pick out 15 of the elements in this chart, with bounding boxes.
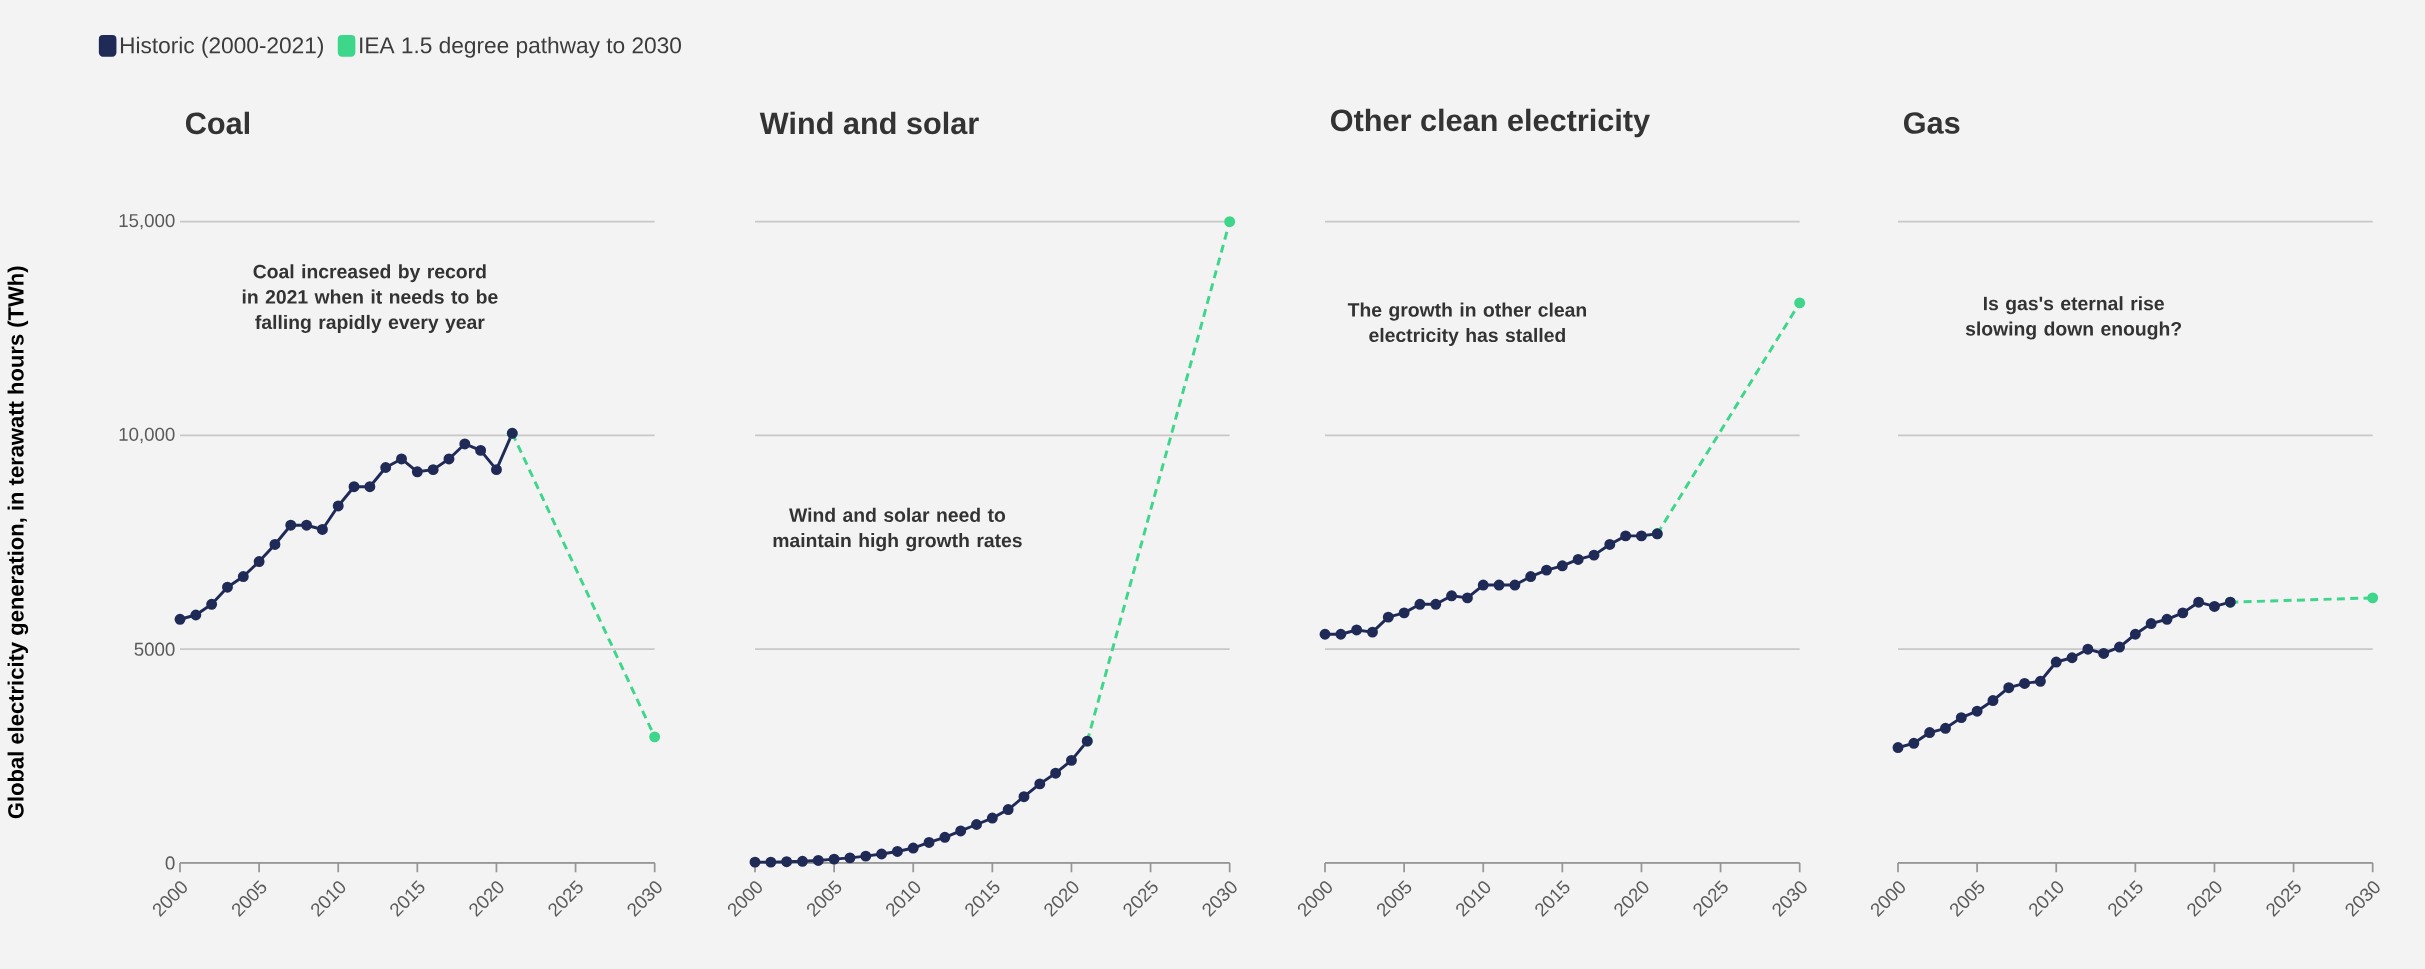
y-tick-label: 15,000: [119, 213, 175, 230]
y-tick-label: 5000: [134, 642, 175, 656]
chart-title: Gas: [1903, 112, 1960, 134]
legend-label: Historic (2000-2021): [120, 36, 323, 58]
annotation: The growth in other clean electricity has stalled: [1347, 302, 1586, 346]
annotation: Wind and solar need to maintain high growth rates: [773, 507, 1022, 552]
y-tick-label: 0: [165, 856, 175, 870]
y-tick-label: 10,000: [119, 427, 175, 444]
chart-title: Coal: [185, 111, 249, 135]
annotation: Is gas's eternal rise slowing down enough?: [1965, 296, 2182, 340]
y-axis-title: Global electricity generation, in terawatt hours (TWh): [7, 266, 29, 819]
chart-title: Wind and solar: [759, 111, 979, 135]
legend-label: IEA 1.5 degree pathway to 2030: [360, 36, 681, 58]
annotation: Coal increased by record in 2021 when it needs to be falling rapidly every year: [242, 264, 498, 333]
chart-title: Other clean electricity: [1330, 108, 1650, 138]
